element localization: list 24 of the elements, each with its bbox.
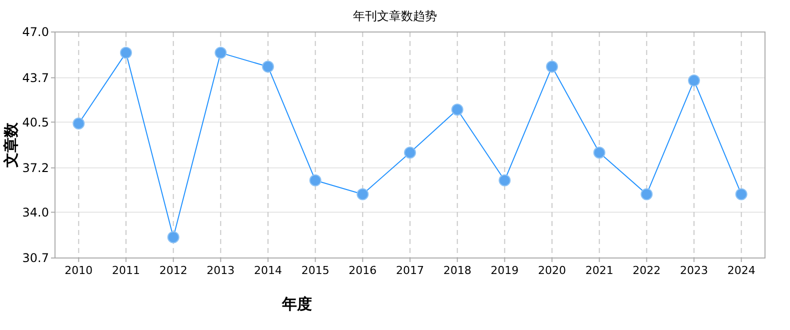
x-tick-label: 2018: [443, 264, 472, 277]
x-tick-label: 2021: [585, 264, 614, 277]
y-tick-label: 47.0: [22, 25, 49, 40]
x-axis-title: 年度: [281, 295, 312, 313]
y-tick-label: 30.7: [22, 251, 49, 266]
x-tick-label: 2024: [727, 264, 756, 277]
y-tick-label: 34.0: [22, 205, 49, 220]
y-tick-label: 37.2: [22, 161, 49, 176]
x-tick-label: 2015: [301, 264, 330, 277]
x-tick-label: 2020: [538, 264, 566, 277]
x-tick-label: 2013: [206, 264, 235, 277]
x-tick-label: 2011: [112, 264, 140, 277]
x-tick-label: 2010: [64, 264, 93, 277]
x-tick-label: 2017: [396, 264, 424, 277]
x-tick-label: 2022: [632, 264, 661, 277]
x-tick-label: 2016: [348, 264, 377, 277]
y-tick-label: 43.7: [22, 70, 49, 85]
x-tick-label: 2023: [680, 264, 708, 277]
x-tick-label: 2012: [159, 264, 188, 277]
chart-title: 年刊文章数趋势: [353, 9, 437, 23]
y-axis-title: 文章数: [2, 122, 20, 168]
x-tick-label: 2014: [254, 264, 282, 277]
x-tick-label: 2019: [490, 264, 519, 277]
y-tick-label: 40.5: [22, 115, 49, 130]
